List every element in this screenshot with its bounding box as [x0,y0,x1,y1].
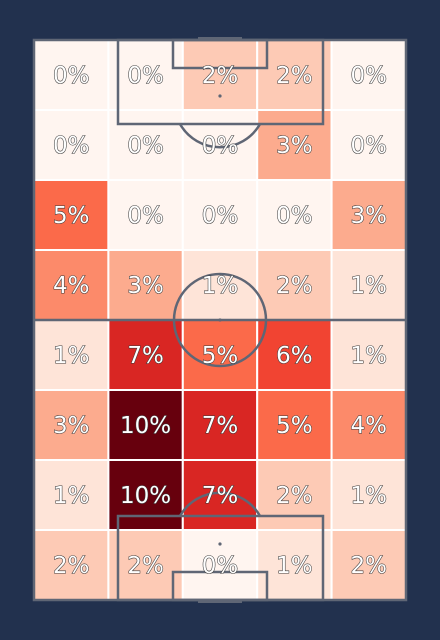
top-penalty-spot [218,94,222,98]
cell-label-r4-c3: 6% [276,343,313,369]
cell-label-r0-c2: 2% [202,63,239,89]
cell-label-r2-c3: 0% [276,203,313,229]
heatmap-cell-r0-c2 [181,39,259,111]
cell-label-r6-c0: 1% [53,483,90,509]
cell-label-r6-c4: 1% [351,483,388,509]
heatmap-cell-r2-c2 [181,179,259,251]
heatmap-cell-r2-c4 [330,179,408,251]
centre-spot [218,318,222,322]
cell-label-r5-c1: 10% [120,413,171,439]
heatmap-cell-r7-c2 [181,529,259,601]
heatmap-labels: 0% 0% 2% 2% 0% 0% 0% 0% 3% 0% 5% 0% 0% 0% 3% 4% 3% 1% 2% 1%… [52,62,388,579]
cell-label-r2-c1: 0% [127,203,164,229]
bottom-goal [198,599,242,603]
heatmap-cell-r1-c3 [256,109,333,181]
heatmap-cell-r5-c0 [33,389,110,461]
cell-label-r0-c4: 0% [351,63,388,89]
cell-label-r0-c0: 0% [53,63,90,89]
cell-label-r6-c1: 10% [120,483,171,509]
cell-label-r7-c3: 1% [276,553,313,579]
cell-label-r1-c3: 3% [276,133,313,159]
cell-label-r3-c3: 2% [276,273,313,299]
cell-label-r5-c2: 7% [202,413,239,439]
cell-label-r7-c0: 2% [53,553,90,579]
cell-label-r7-c2: 0% [202,553,239,579]
heatmap-cell-r0-c0 [33,39,110,111]
cell-label-r5-c4: 4% [351,413,388,439]
heatmap-cell-r3-c2 [181,249,259,321]
heatmap-cell-r2-c3 [256,179,333,251]
heatmap-cell-r3-c3 [256,249,333,321]
heatmap-cell-r5-c4 [330,389,408,461]
cell-label-r5-c0: 3% [53,413,90,439]
cell-label-r1-c4: 0% [351,133,388,159]
cell-label-r4-c4: 1% [351,343,388,369]
heatmap-cell-r5-c3 [256,389,333,461]
cell-label-r4-c2: 5% [202,343,239,369]
cell-label-r3-c2: 1% [202,273,239,299]
cell-label-r4-c1: 7% [127,343,164,369]
heatmap-cell-r3-c1 [107,249,184,321]
cell-label-r5-c3: 5% [276,413,313,439]
cell-label-r2-c2: 0% [202,203,239,229]
cell-label-r0-c1: 0% [127,63,164,89]
cell-label-r6-c2: 7% [202,483,239,509]
top-goal [198,37,242,41]
centre-circle [172,272,268,368]
heatmap-cell-r6-c0 [33,459,110,531]
heatmap-cells [33,39,408,601]
cell-label-r4-c0: 1% [53,343,90,369]
cell-label-r3-c1: 3% [127,273,164,299]
bottom-penalty-spot [218,542,222,546]
cell-label-r7-c4: 2% [351,553,388,579]
cell-label-r0-c3: 2% [276,63,313,89]
cell-label-r1-c0: 0% [53,133,90,159]
cell-label-r2-c0: 5% [53,203,90,229]
heatmap-cell-r2-c1 [107,179,184,251]
cell-label-r3-c4: 1% [351,273,388,299]
pitch-markings [32,37,408,603]
cell-label-r7-c1: 2% [127,553,164,579]
cell-label-r2-c4: 3% [351,203,388,229]
cell-label-r3-c0: 4% [53,273,90,299]
heatmap-cell-r1-c4 [330,109,408,181]
cell-label-r6-c3: 2% [276,483,313,509]
heatmap-cell-r1-c2 [181,109,259,181]
bottom-penalty-arc [178,491,262,517]
heatmap-cell-r4-c3 [256,319,333,391]
cell-label-r1-c1: 0% [127,133,164,159]
cell-label-r1-c2: 0% [202,133,239,159]
heatmap-cell-r7-c3 [256,529,333,601]
top-penalty-arc [178,123,262,149]
